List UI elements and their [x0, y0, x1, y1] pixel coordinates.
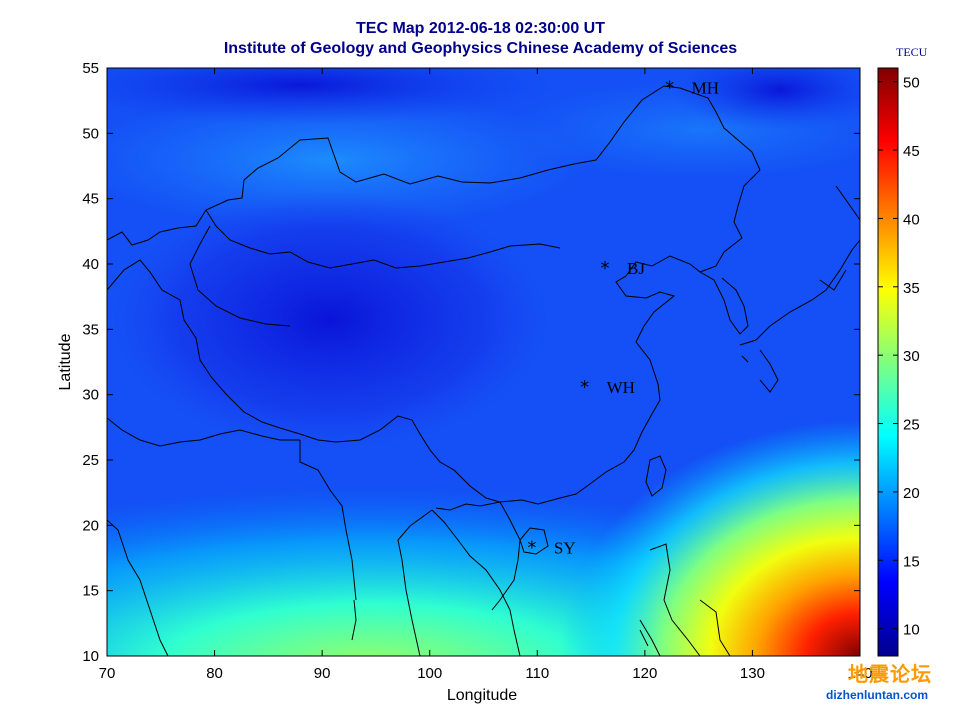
- y-tick-label: 55: [82, 60, 99, 77]
- y-axis-label: Latitude: [57, 333, 74, 390]
- station-marker: *: [580, 377, 589, 398]
- x-tick-label: 110: [525, 665, 549, 682]
- station-label: BJ: [627, 259, 645, 278]
- y-tick-label: 35: [82, 321, 99, 338]
- x-tick-label: 90: [314, 665, 331, 682]
- x-tick-label: 120: [632, 665, 657, 682]
- colorbar-tick-labels: 10 15 20 25 30 35 40 45 50: [903, 75, 920, 639]
- y-tick-label: 50: [82, 125, 99, 142]
- station-markers: * MH * BJ * WH * SY: [527, 78, 719, 559]
- colorbar-tick-label: 50: [903, 75, 920, 92]
- x-tick-label: 70: [99, 665, 116, 682]
- x-tick-label: 100: [417, 665, 442, 682]
- colorbar-tick-label: 25: [903, 417, 920, 434]
- colorbar-tick-label: 10: [903, 622, 920, 639]
- station-marker: *: [527, 538, 536, 559]
- watermark-logo-text: 地震论坛: [848, 662, 932, 686]
- colorbar-tick-label: 15: [903, 553, 920, 570]
- x-axis-label: Longitude: [447, 687, 517, 704]
- station-label: MH: [692, 79, 719, 98]
- station-marker: *: [601, 258, 610, 279]
- map-subtitle: Institute of Geology and Geophysics Chin…: [223, 40, 738, 57]
- y-tick-label: 20: [82, 517, 99, 534]
- y-tick-label: 10: [82, 648, 99, 665]
- y-tick-label: 45: [82, 191, 99, 208]
- colorbar: [877, 67, 899, 657]
- y-tick-label: 30: [82, 387, 99, 404]
- station-label: SY: [554, 539, 576, 558]
- colorbar-tick-label: 30: [903, 348, 920, 365]
- x-tick-labels: 70 80 90 100 110 120 130 140: [99, 665, 873, 682]
- y-tick-label: 40: [82, 256, 99, 273]
- colorbar-tick-label: 35: [903, 280, 920, 297]
- y-tick-labels: 10 15 20 25 30 35 40 45 50 55: [82, 60, 99, 665]
- x-tick-label: 130: [740, 665, 765, 682]
- y-tick-label: 15: [82, 583, 99, 600]
- map-title: TEC Map 2012-06-18 02:30:00 UT: [356, 20, 605, 37]
- axis-ticks: [106, 67, 861, 657]
- tec-field: [107, 68, 860, 656]
- colorbar-tick-label: 45: [903, 143, 920, 160]
- coastlines: [107, 85, 860, 656]
- colorbar-tick-label: 20: [903, 485, 920, 502]
- x-tick-label: 80: [206, 665, 223, 682]
- colorbar-tick-label: 40: [903, 211, 920, 228]
- x-tick-label: 140: [847, 665, 872, 682]
- y-tick-label: 25: [82, 452, 99, 469]
- station-marker: *: [665, 78, 674, 99]
- colorbar-unit-label: TECU: [896, 45, 928, 59]
- watermark-url: dizhenluntan.com: [826, 688, 928, 702]
- colorbar-ticks: [878, 81, 898, 630]
- plot-frame: [106, 67, 861, 657]
- station-label: WH: [607, 378, 635, 397]
